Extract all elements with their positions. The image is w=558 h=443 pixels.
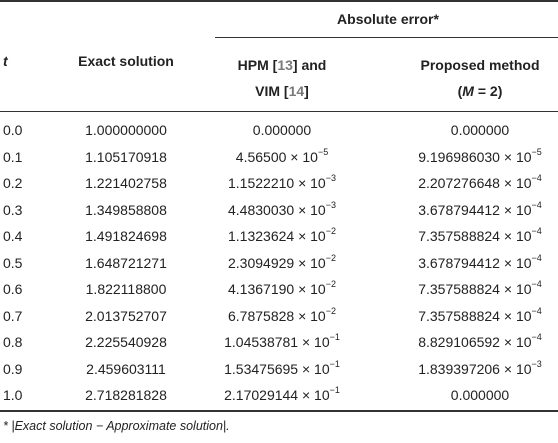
cell-hpm-vim: 2.3094929 × 10−2 xyxy=(228,253,336,271)
group-rule xyxy=(215,37,558,38)
cell-proposed-method: 3.678794412 × 10−4 xyxy=(418,253,542,271)
cell-hpm-vim: 4.1367190 × 10−2 xyxy=(228,279,336,297)
cell-proposed-method: 7.357588824 × 10−4 xyxy=(418,279,542,297)
cell-t: 0.8 xyxy=(3,334,23,350)
reference-link-14[interactable]: 14 xyxy=(288,83,305,99)
column-header-t: t xyxy=(3,53,8,69)
cell-t: 0.2 xyxy=(3,175,23,191)
cell-proposed-method: 0.000000 xyxy=(450,387,510,403)
bottom-rule xyxy=(0,410,558,412)
cell-proposed-method: 7.357588824 × 10−4 xyxy=(418,306,542,324)
cell-proposed-method: 8.829106592 × 10−4 xyxy=(418,332,542,350)
cell-t: 0.7 xyxy=(3,308,23,324)
cell-t: 0.6 xyxy=(3,281,23,297)
cell-hpm-vim: 1.1323624 × 10−2 xyxy=(228,226,336,244)
cell-exact-solution: 1.000000000 xyxy=(85,122,167,138)
column-header-hpm: HPM [13] and VIM [14] xyxy=(237,57,327,99)
cell-exact-solution: 2.013752707 xyxy=(85,308,167,324)
top-rule xyxy=(0,0,558,2)
cell-proposed-method: 9.196986030 × 10−5 xyxy=(418,147,542,165)
cell-proposed-method: 2.207276648 × 10−4 xyxy=(418,173,542,191)
cell-hpm-vim: 6.7875828 × 10−2 xyxy=(228,306,336,324)
cell-t: 0.5 xyxy=(3,255,23,271)
cell-exact-solution: 1.349858808 xyxy=(85,202,167,218)
cell-hpm-vim: 1.04538781 × 10−1 xyxy=(224,332,340,350)
cell-hpm-vim: 2.17029144 × 10−1 xyxy=(224,385,340,403)
cell-hpm-vim: 0.000000 xyxy=(252,122,312,138)
cell-exact-solution: 1.648721271 xyxy=(85,255,167,271)
cell-exact-solution: 1.221402758 xyxy=(85,175,167,191)
cell-t: 0.9 xyxy=(3,361,23,377)
cell-proposed-method: 1.839397206 × 10−3 xyxy=(418,359,542,377)
cell-proposed-method: 7.357588824 × 10−4 xyxy=(418,226,542,244)
column-header-proposed: Proposed method (M = 2) xyxy=(420,57,540,99)
cell-t: 0.4 xyxy=(3,228,23,244)
cell-hpm-vim: 4.4830030 × 10−3 xyxy=(228,200,336,218)
reference-link-13[interactable]: 13 xyxy=(277,57,293,73)
cell-t: 0.1 xyxy=(3,149,23,165)
cell-proposed-method: 3.678794412 × 10−4 xyxy=(418,200,542,218)
footnote: * |Exact solution − Approximate solution… xyxy=(3,419,230,433)
absolute-error-header: Absolute error* xyxy=(337,11,439,27)
cell-exact-solution: 2.718281828 xyxy=(85,387,167,403)
cell-exact-solution: 2.225540928 xyxy=(85,334,167,350)
cell-t: 1.0 xyxy=(3,387,23,403)
cell-exact-solution: 1.105170918 xyxy=(85,149,167,165)
cell-exact-solution: 1.491824698 xyxy=(85,228,167,244)
cell-exact-solution: 1.822118800 xyxy=(85,281,167,297)
header-rule xyxy=(0,111,558,112)
cell-t: 0.0 xyxy=(3,122,23,138)
cell-hpm-vim: 1.1522210 × 10−3 xyxy=(228,173,336,191)
cell-hpm-vim: 1.53475695 × 10−1 xyxy=(224,359,340,377)
cell-proposed-method: 0.000000 xyxy=(450,122,510,138)
cell-t: 0.3 xyxy=(3,202,23,218)
cell-hpm-vim: 4.56500 × 10−5 xyxy=(235,147,329,165)
cell-exact-solution: 2.459603111 xyxy=(86,361,166,377)
column-header-exact: Exact solution xyxy=(78,53,174,69)
